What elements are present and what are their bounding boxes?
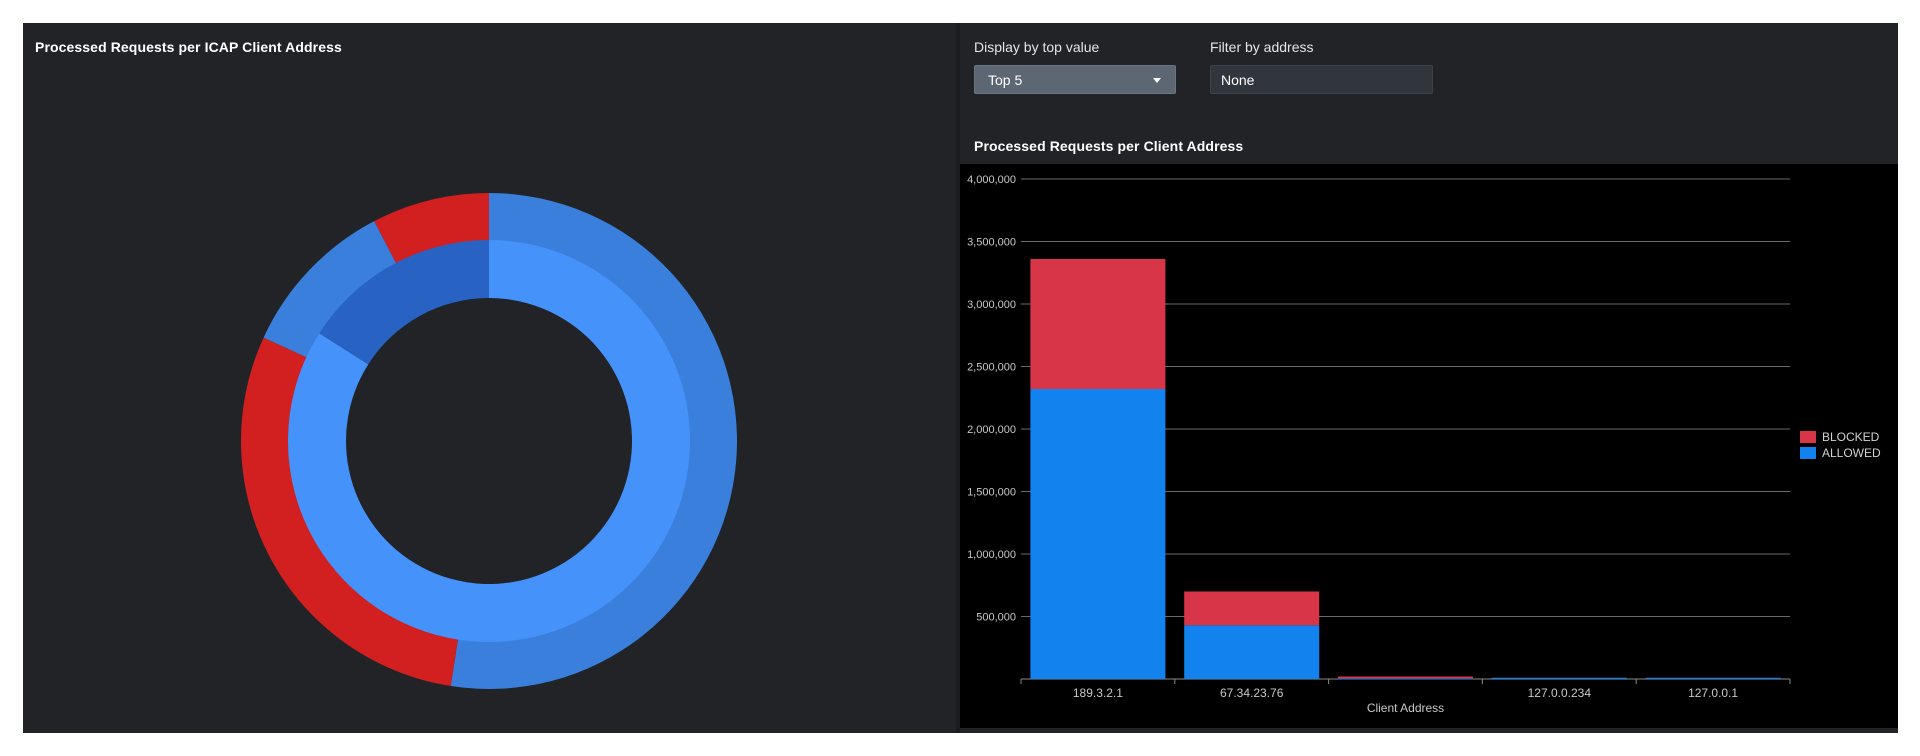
y-tick-label: 500,000 (976, 612, 1016, 624)
bar-blocked-1[interactable] (1184, 591, 1320, 626)
top-value-dropdown[interactable]: Top 5 (974, 65, 1176, 94)
inner-ring-slice-other-1[interactable] (319, 240, 489, 365)
icap-panel-title: Processed Requests per ICAP Client Addre… (35, 39, 342, 55)
legend-swatch-blocked[interactable] (1800, 431, 1816, 443)
bar-blocked-0[interactable] (1030, 259, 1166, 389)
bar-allowed-4[interactable] (1645, 677, 1781, 679)
y-tick-label: 1,000,000 (967, 549, 1016, 561)
top-value-selected: Top 5 (988, 72, 1023, 88)
bar-chart-area: 500,000 1,000,000 1,500,000 2,000,000 2,500,… (960, 164, 1898, 728)
y-tick-label: 1,500,000 (967, 487, 1016, 499)
outer-ring-slice-allowed-2[interactable] (263, 221, 397, 358)
x-axis-label: Client Address (1367, 701, 1444, 715)
y-tick-label: 2,500,000 (967, 362, 1016, 374)
bar-allowed-1[interactable] (1184, 625, 1320, 679)
x-tick-label: 127.0.0.1 (1688, 686, 1738, 700)
top-value-label: Display by top value (974, 39, 1100, 55)
x-tick-label: 189.3.2.1 (1073, 686, 1123, 700)
bar-allowed-0[interactable] (1030, 389, 1166, 679)
y-tick-label: 2,000,000 (967, 424, 1016, 436)
outer-ring-slice-allowed-0[interactable] (450, 193, 738, 689)
x-tick-label: 67.34.23.76 (1220, 686, 1284, 700)
x-tick-label: 127.0.0.234 (1528, 686, 1592, 700)
caret-down-icon (1153, 78, 1161, 83)
client-address-panel: Display by top value Top 5 Filter by add… (960, 23, 1898, 733)
legend-label-allowed[interactable]: ALLOWED (1822, 446, 1881, 460)
bar-allowed-2[interactable] (1338, 678, 1473, 680)
bar-allowed-3[interactable] (1491, 677, 1627, 679)
icap-client-panel: Processed Requests per ICAP Client Addre… (23, 23, 956, 733)
y-tick-label: 3,500,000 (967, 237, 1016, 249)
outer-ring-slice-blocked-3[interactable] (374, 193, 489, 264)
filter-address-label: Filter by address (1210, 39, 1314, 55)
client-address-panel-title: Processed Requests per Client Address (974, 138, 1244, 154)
filter-address-input[interactable] (1210, 65, 1433, 94)
legend-label-blocked[interactable]: BLOCKED (1822, 430, 1880, 444)
legend-swatch-allowed[interactable] (1800, 447, 1816, 459)
y-tick-label: 4,000,000 (967, 174, 1016, 186)
client-address-bar-chart: 500,000 1,000,000 1,500,000 2,000,000 2,500,… (967, 174, 1881, 715)
icap-donut-chart (241, 193, 738, 689)
y-tick-label: 3,000,000 (967, 299, 1016, 311)
bar-blocked-2[interactable] (1338, 676, 1473, 679)
dashboard: Processed Requests per ICAP Client Addre… (23, 23, 1898, 733)
outer-ring-slice-blocked-1[interactable] (241, 337, 459, 687)
